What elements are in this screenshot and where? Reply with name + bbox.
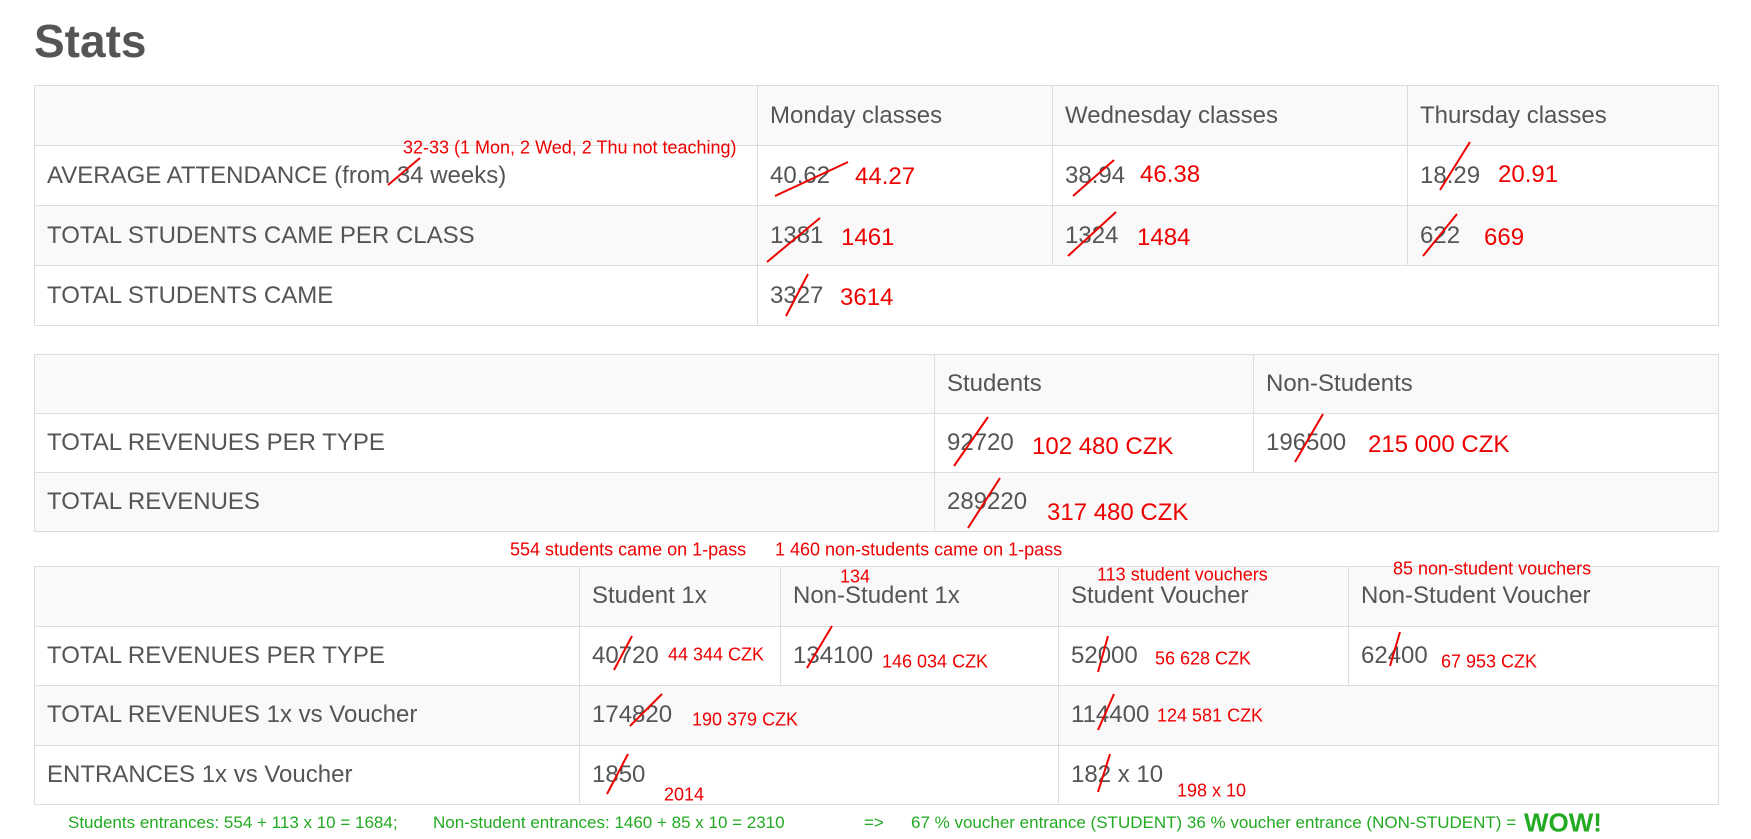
- annotation: 124 581 CZK: [1157, 705, 1264, 726]
- header-row: Students Non-Students: [34, 354, 1719, 414]
- annotation: 2014: [664, 784, 705, 805]
- footer-note: =>: [864, 813, 884, 832]
- annotation: 134: [840, 566, 871, 587]
- row: TOTAL REVENUES 289220: [34, 472, 1719, 532]
- header-cell: [34, 566, 580, 627]
- cell: 622: [1407, 205, 1719, 266]
- row: TOTAL REVENUES PER TYPE 40720 134100 52000 6…: [34, 625, 1719, 686]
- annotation: 85 non-student vouchers: [1393, 558, 1592, 579]
- row-label: TOTAL STUDENTS CAME PER CLASS: [34, 205, 758, 266]
- page-title: Stats: [34, 15, 147, 67]
- cell: 1850: [579, 744, 1059, 805]
- annotation: 317 480 CZK: [1047, 499, 1189, 526]
- header-cell: Non-Students: [1253, 354, 1719, 414]
- annotation: 215 000 CZK: [1368, 431, 1510, 458]
- cell: 38.94: [1052, 145, 1408, 206]
- cell: 18.29: [1407, 145, 1719, 206]
- header-row: Monday classes Wednesday classes Thursday …: [34, 85, 1719, 146]
- cell: 3327: [757, 265, 1719, 326]
- annotation: 56 628 CZK: [1155, 648, 1252, 669]
- row: ENTRANCES 1x vs Voucher 1850 182 x 10: [34, 744, 1719, 805]
- footer-note: Non-student entrances: 1460 + 85 x 10 = …: [433, 813, 785, 832]
- table: Students Non-Students TOTAL REVENUES PER T…: [34, 354, 1719, 532]
- annotation: 32-33 (1 Mon, 2 Wed, 2 Thu not teaching): [403, 137, 737, 158]
- annotation: 1484: [1137, 224, 1191, 251]
- table: Student 1x Non-Student 1x Student Voucher N…: [34, 566, 1719, 805]
- row: TOTAL STUDENTS CAME 3327: [34, 265, 1719, 326]
- annotation: 669: [1484, 224, 1525, 251]
- annotation: 3614: [840, 284, 894, 311]
- annotation: 67 953 CZK: [1441, 651, 1538, 672]
- annotation: 44 344 CZK: [668, 644, 765, 665]
- annotation: 113 student vouchers: [1097, 564, 1268, 585]
- cell: 174820: [579, 685, 1059, 746]
- row-label: TOTAL STUDENTS CAME: [34, 265, 758, 326]
- cell: 62400: [1348, 625, 1719, 686]
- annotation: 198 x 10: [1177, 780, 1247, 801]
- footer-note: Students entrances: 554 + 113 x 10 = 168…: [68, 813, 398, 832]
- annotation: 554 students came on 1-pass: [510, 539, 747, 560]
- header-cell: Student 1x: [579, 566, 781, 627]
- annotation: 46.38: [1140, 161, 1201, 188]
- header-cell: Students: [934, 354, 1254, 414]
- header-cell: [34, 354, 935, 414]
- row-label: ENTRANCES 1x vs Voucher: [34, 744, 580, 805]
- header-cell: [34, 85, 758, 146]
- cell: 1324: [1052, 205, 1408, 266]
- row-label: TOTAL REVENUES: [34, 472, 935, 532]
- annotation: 1461: [841, 224, 895, 251]
- header-cell: Monday classes: [757, 85, 1053, 146]
- cell: 289220: [934, 472, 1719, 532]
- footer-note: 67 % voucher entrance (STUDENT) 36 % vou…: [911, 813, 1517, 832]
- row: TOTAL STUDENTS CAME PER CLASS 1381 1324 622: [34, 205, 1719, 266]
- row-label: TOTAL REVENUES PER TYPE: [34, 625, 580, 686]
- cell: 182 x 10: [1058, 744, 1719, 805]
- table: Monday classes Wednesday classes Thursday …: [34, 85, 1719, 326]
- annotation: 44.27: [855, 163, 916, 190]
- annotation: 20.91: [1498, 161, 1559, 188]
- row-label: TOTAL REVENUES PER TYPE: [34, 413, 935, 473]
- annotation: 190 379 CZK: [692, 709, 799, 730]
- annotation: 1 460 non-students came on 1-pass: [775, 539, 1063, 560]
- cell: 114400: [1058, 685, 1719, 746]
- row: TOTAL REVENUES 1x vs Voucher 174820 114400: [34, 685, 1719, 746]
- header-cell: Non-Student Voucher: [1348, 566, 1719, 627]
- cell: 1381: [757, 205, 1053, 266]
- header-cell: Non-Student 1x: [780, 566, 1059, 627]
- annotation: 102 480 CZK: [1032, 433, 1174, 460]
- row-label: TOTAL REVENUES 1x vs Voucher: [34, 685, 580, 746]
- row: TOTAL REVENUES PER TYPE 92720 196500: [34, 413, 1719, 473]
- header-cell: Thursday classes: [1407, 85, 1719, 146]
- cell: 196500: [1253, 413, 1719, 473]
- header-row: Student 1x Non-Student 1x Student Voucher N…: [34, 566, 1719, 627]
- annotation: 146 034 CZK: [882, 651, 989, 672]
- header-cell: Student Voucher: [1058, 566, 1349, 627]
- footer-note: WOW!: [1524, 807, 1602, 838]
- header-cell: Wednesday classes: [1052, 85, 1408, 146]
